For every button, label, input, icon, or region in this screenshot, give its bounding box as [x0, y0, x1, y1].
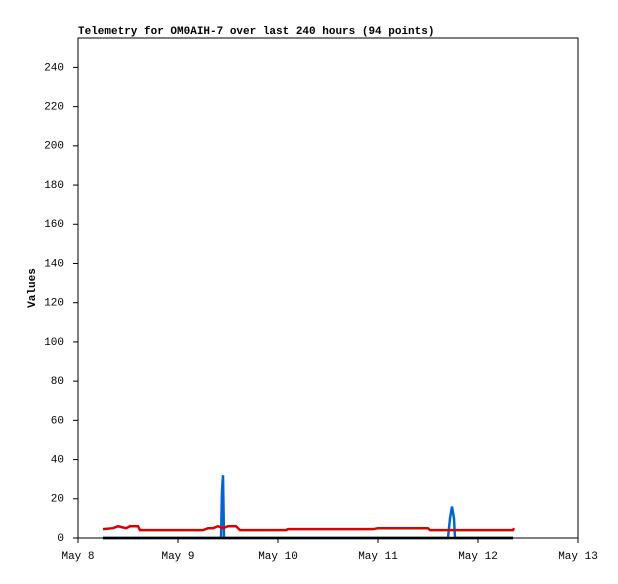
y-tick-label: 240 — [44, 62, 64, 74]
y-tick-label: 120 — [44, 298, 64, 310]
y-tick-label: 180 — [44, 180, 64, 192]
x-tick-label: May 9 — [161, 551, 194, 563]
x-tick-label: May 8 — [61, 551, 94, 563]
chart-title: Telemetry for OM0AIH-7 over last 240 hou… — [78, 26, 434, 38]
y-tick-label: 100 — [44, 337, 64, 349]
y-tick-label: 40 — [51, 454, 64, 466]
y-tick-label: 0 — [57, 533, 64, 545]
y-tick-label: 220 — [44, 102, 64, 114]
y-tick-label: 160 — [44, 219, 64, 231]
y-tick-label: 20 — [51, 494, 64, 506]
y-axis-label: Values — [27, 268, 39, 308]
x-tick-label: May 12 — [458, 551, 498, 563]
y-tick-label: 200 — [44, 141, 64, 153]
x-tick-label: May 11 — [358, 551, 398, 563]
series-line — [102, 524, 516, 532]
x-tick-label: May 13 — [558, 551, 598, 563]
y-tick-label: 140 — [44, 258, 64, 270]
x-tick-label: May 10 — [258, 551, 298, 563]
y-tick-label: 60 — [51, 415, 64, 427]
plot-frame — [77, 37, 579, 539]
y-tick-label: 80 — [51, 376, 64, 388]
